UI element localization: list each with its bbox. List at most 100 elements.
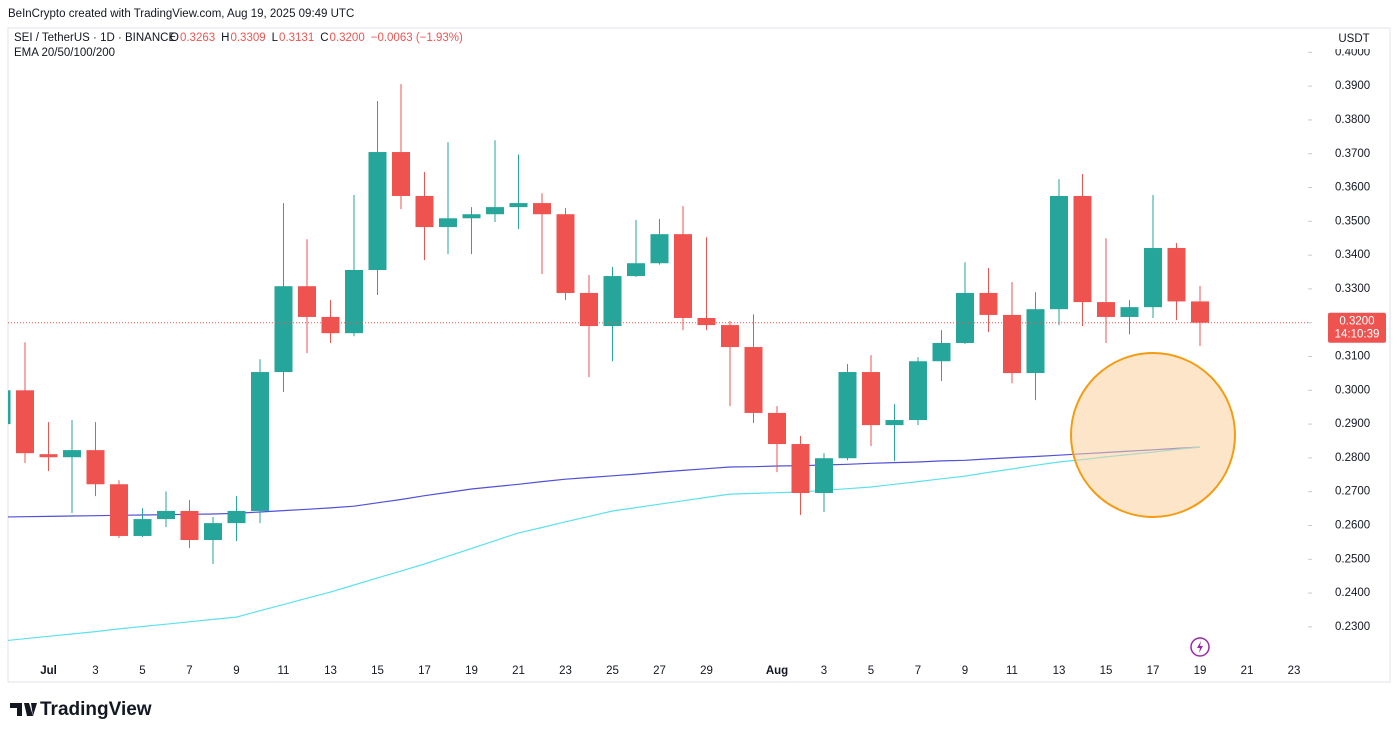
candle-body <box>439 218 457 228</box>
x-tick-label: 11 <box>1006 665 1018 677</box>
candle-body <box>815 458 833 494</box>
y-tick-label: 0.2300 <box>1335 621 1370 633</box>
x-tick-label: 21 <box>1241 665 1254 677</box>
y-tick-label: 0.3800 <box>1335 114 1370 126</box>
frame <box>7 27 1391 683</box>
x-tick-label: 29 <box>700 665 713 677</box>
candle-body <box>979 292 998 315</box>
ema-line <box>8 446 1201 518</box>
countdown: 14:10:39 <box>1335 329 1380 341</box>
ohlc-label: O <box>170 32 179 44</box>
currency-box <box>1328 29 1388 49</box>
candle-body <box>1144 248 1162 308</box>
ohlc-label: L <box>272 32 279 44</box>
x-tick-label: 25 <box>606 665 619 677</box>
candle-body <box>1191 301 1209 323</box>
candle-body <box>862 372 880 426</box>
y-tick-label: 0.3700 <box>1335 148 1370 160</box>
x-tick-label: 3 <box>821 665 827 677</box>
x-tick-label: 19 <box>1194 665 1207 677</box>
y-tick-label: 0.2600 <box>1335 520 1370 532</box>
x-tick-label: 7 <box>186 665 192 677</box>
x-tick-label: 15 <box>371 665 384 677</box>
candle-body <box>1097 302 1115 317</box>
y-tick-label: 0.3000 <box>1335 384 1370 396</box>
candle-body <box>791 444 810 494</box>
x-tick-label: Aug <box>766 665 788 677</box>
plot-area <box>8 84 1308 642</box>
y-tick-label: 0.4000 <box>1335 46 1370 58</box>
candle-body <box>133 519 152 536</box>
candle-body <box>251 372 269 511</box>
candle-body <box>697 317 716 326</box>
ohlc-label: H <box>221 32 229 44</box>
y-tick-label: 0.3500 <box>1335 215 1370 227</box>
candle-body <box>486 207 504 215</box>
candle-body <box>768 412 786 445</box>
x-tick-label: 13 <box>324 665 337 677</box>
candle-body <box>1050 195 1068 310</box>
candle-body <box>1120 307 1139 317</box>
candle-body <box>533 203 551 215</box>
candle-body <box>1003 314 1021 374</box>
candle-body <box>1167 248 1186 302</box>
candle-body <box>674 234 692 318</box>
x-tick-label: 15 <box>1100 665 1113 677</box>
candle-body <box>744 347 763 413</box>
x-tick-label: 5 <box>139 665 145 677</box>
candle-body <box>838 372 857 459</box>
ohlc-value: 0.3309 <box>230 32 265 44</box>
candle-body <box>603 276 622 327</box>
candle-body <box>180 510 199 541</box>
ohlc-value: 0.3131 <box>279 32 314 44</box>
candle-body <box>650 234 669 264</box>
y-tick-label: 0.3400 <box>1335 249 1370 261</box>
ohlc-label: C <box>320 32 328 44</box>
candle-body <box>274 286 293 373</box>
x-tick-label: 27 <box>653 665 666 677</box>
candle-body <box>956 292 974 343</box>
x-tick-label: 23 <box>559 665 572 677</box>
ohlc-legend: O 0.3263 H 0.3309 L 0.3131 C 0.3200 −0.0063 (−1.… <box>170 32 463 44</box>
x-tick-label: 19 <box>465 665 478 677</box>
y-tick-label: 0.2400 <box>1335 587 1370 599</box>
x-tick-label: 23 <box>1288 665 1301 677</box>
logo: TradingView <box>10 699 152 720</box>
candle-body <box>16 390 34 454</box>
y-tick-label: 0.3900 <box>1335 80 1370 92</box>
x-tick-label: 9 <box>233 665 239 677</box>
currency: USDT <box>1338 33 1369 45</box>
axes: 0.2300 0.2400 0.2500 0.2600 0.2700 0.2800 0.29… <box>40 46 1386 677</box>
candle-body <box>556 214 575 293</box>
candle-body <box>627 263 645 277</box>
highlight-circle <box>1070 352 1236 518</box>
candle-body <box>909 361 927 421</box>
candle-body <box>86 450 105 485</box>
candle-body <box>8 390 11 425</box>
y-tick-label: 0.2900 <box>1335 418 1370 430</box>
candle-body <box>321 316 340 334</box>
symbol: SEI / TetherUS · 1D · BINANCE <box>14 32 176 44</box>
candle-body <box>392 152 410 196</box>
x-tick-label: 7 <box>915 665 921 677</box>
y-tick-label: 0.2700 <box>1335 486 1370 498</box>
candle-body <box>580 292 598 327</box>
brand: TradingView <box>40 699 152 720</box>
candle-body <box>1026 309 1045 374</box>
x-tick-label: Jul <box>40 665 57 677</box>
x-tick-label: 9 <box>962 665 968 677</box>
x-tick-label: 3 <box>92 665 98 677</box>
candle-body <box>885 420 904 426</box>
y-tick-label: 0.3100 <box>1335 351 1370 363</box>
ema-line <box>8 446 1201 642</box>
x-tick-label: 21 <box>512 665 525 677</box>
candle-body <box>721 325 739 348</box>
candle-body <box>345 269 363 334</box>
x-tick-label: 13 <box>1053 665 1066 677</box>
candle-body <box>39 454 58 458</box>
x-tick-label: 17 <box>1147 665 1160 677</box>
candle-body <box>415 195 434 228</box>
candle-body <box>298 286 316 317</box>
candle-body <box>204 523 222 541</box>
